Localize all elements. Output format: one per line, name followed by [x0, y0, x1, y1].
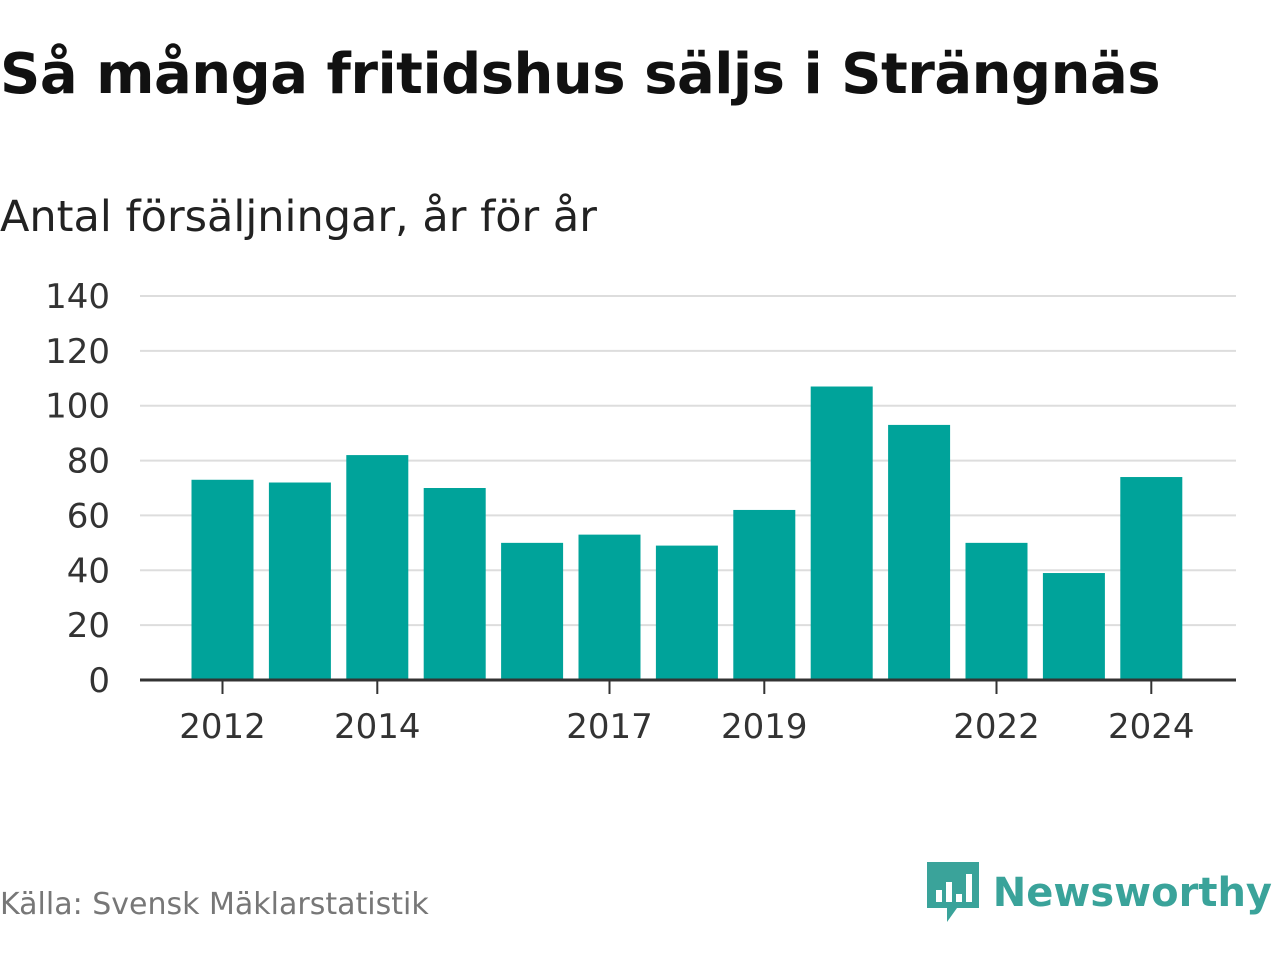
bar-2023: [1042, 573, 1105, 680]
bar-2022: [965, 542, 1028, 680]
source-note: Källa: Svensk Mäklarstatistik: [0, 887, 429, 922]
y-tick-label: 40: [67, 551, 110, 591]
bar-2019: [733, 509, 796, 680]
y-tick-label: 20: [67, 606, 110, 646]
bar-2015: [423, 488, 486, 680]
y-axis-ticks: 0 20 40 60 80 100 120 140: [45, 277, 110, 701]
chart-subtitle: Antal försäljningar, år för år: [0, 192, 597, 242]
x-tick-label: 2024: [1108, 707, 1195, 740]
bar-2016: [501, 542, 564, 680]
bar-2021: [888, 424, 951, 680]
brand-name: Newsworthy: [992, 870, 1272, 916]
y-tick-label: 140: [45, 277, 110, 317]
x-axis-ticks: 2012 2014 2017 2019 2022 2024: [179, 680, 1195, 740]
bar-2013: [268, 482, 331, 680]
x-tick-label: 2019: [721, 707, 808, 740]
y-tick-label: 120: [45, 332, 110, 372]
bar-2018: [655, 545, 718, 680]
newsworthy-logo-icon: [926, 862, 979, 922]
brand-logo: Newsworthy: [926, 862, 1272, 924]
bars: [191, 386, 1183, 680]
y-tick-label: 60: [67, 496, 110, 536]
bar-2014: [346, 455, 409, 680]
x-tick-label: 2022: [953, 707, 1040, 740]
y-tick-label: 100: [45, 387, 110, 427]
x-tick-label: 2017: [566, 707, 653, 740]
bar-2012: [191, 479, 254, 680]
bar-2024: [1120, 477, 1183, 680]
y-tick-label: 80: [67, 442, 110, 482]
bar-2017: [578, 534, 641, 680]
chart-title: Så många fritidshus säljs i Strängnäs: [0, 42, 1161, 107]
bar-2020: [810, 386, 873, 680]
y-tick-label: 0: [88, 661, 110, 701]
x-tick-label: 2012: [179, 707, 266, 740]
x-tick-label: 2014: [334, 707, 421, 740]
